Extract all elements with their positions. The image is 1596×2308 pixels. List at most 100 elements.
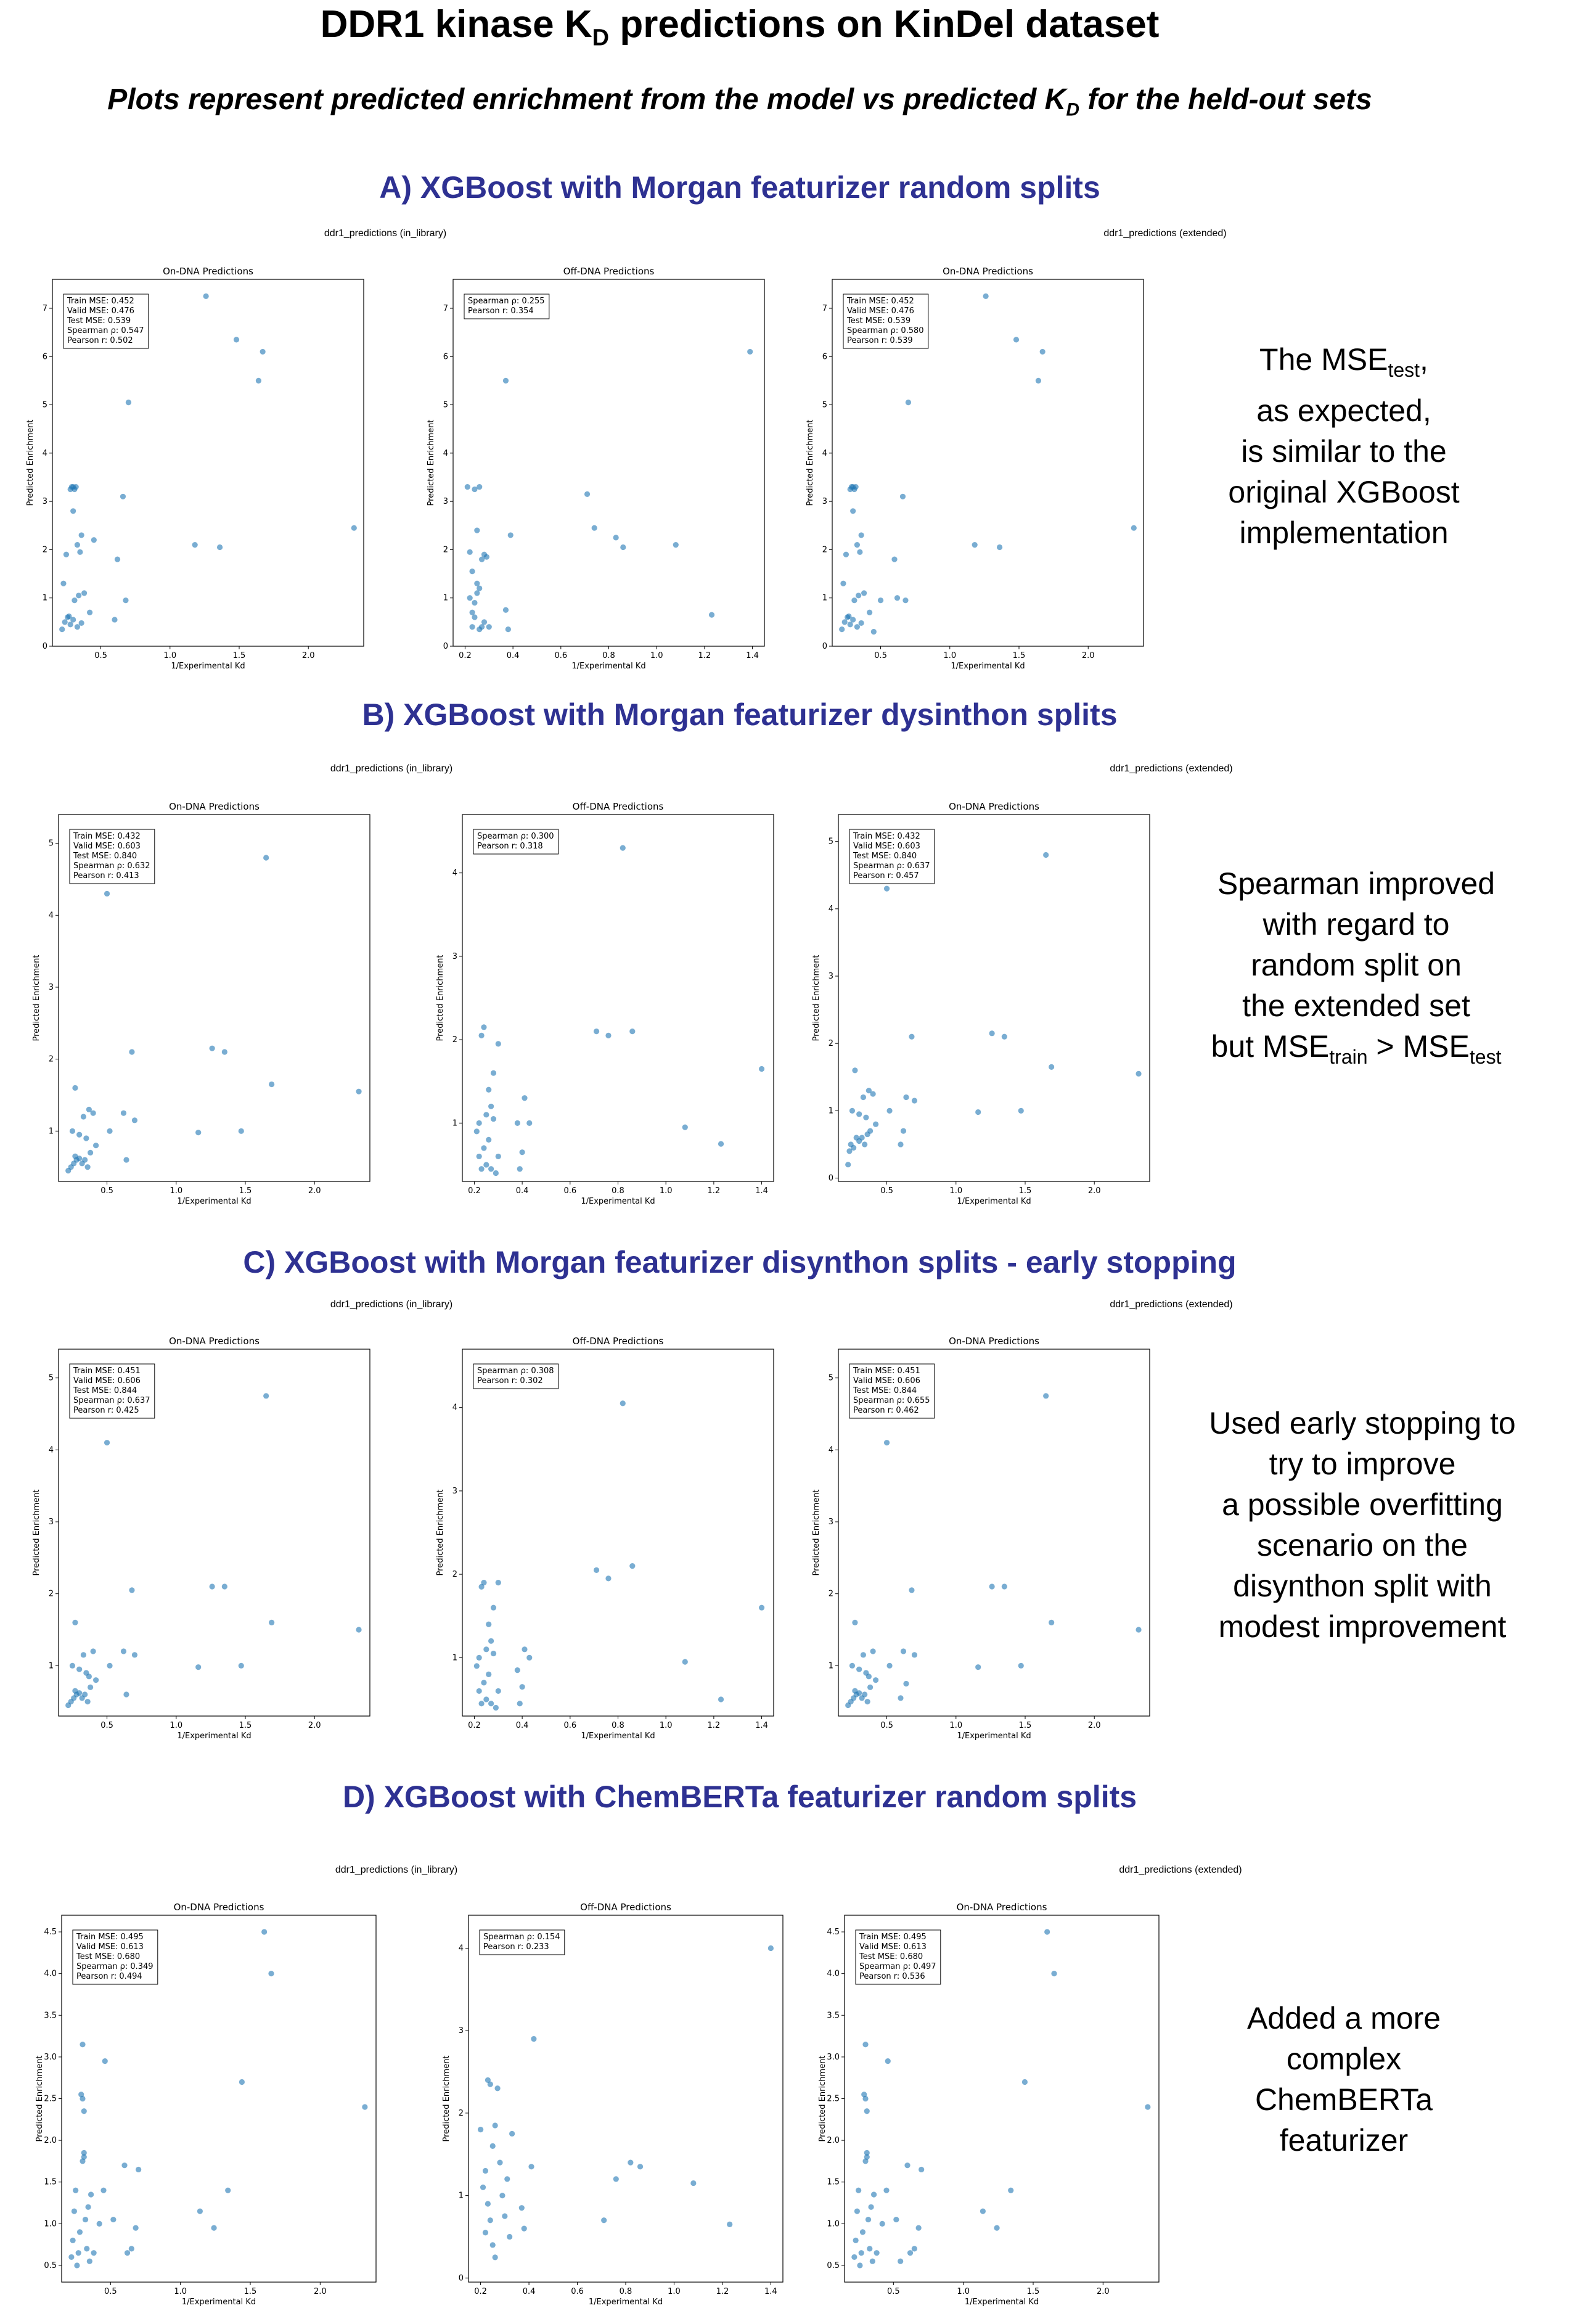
data-point [478, 2127, 484, 2133]
section-title-a: A) XGBoost with Morgan featurizer random… [379, 170, 1100, 205]
data-point [464, 484, 470, 490]
x-tick-label: 2.0 [1088, 1721, 1101, 1730]
data-point [871, 2191, 877, 2198]
x-axis-label: 1/Experimental Kd [581, 1731, 655, 1741]
y-tick-label: 2 [829, 1590, 833, 1599]
y-tick-label: 6 [43, 352, 47, 361]
y-tick-label: 2 [822, 545, 827, 554]
data-point [76, 1156, 83, 1162]
x-axis-label: 1/Experimental Kd [177, 1197, 251, 1206]
data-point [110, 2216, 117, 2223]
data-point [123, 1157, 129, 1163]
data-point [474, 580, 480, 586]
data-point [862, 2042, 869, 2048]
data-point [853, 484, 859, 490]
data-point [356, 1088, 362, 1094]
y-tick-label: 7 [443, 304, 448, 313]
data-point [123, 598, 129, 604]
y-tick-label: 1.5 [44, 2178, 57, 2187]
x-tick-label: 2.0 [314, 2287, 327, 2296]
data-point [915, 2225, 922, 2231]
scatter-panel-c-on-dna-extended: On-DNA Predictions 0.5 1.0 1.5 2.0 1 2 3 4 5 1/Exp… [812, 1336, 1150, 1741]
data-point [846, 1148, 853, 1154]
data-point [526, 1654, 533, 1661]
data-point [601, 2217, 607, 2224]
x-tick-label: 0.2 [459, 651, 472, 660]
y-axis-label: Predicted Enrichment [427, 420, 436, 506]
y-axis-label: Predicted Enrichment [812, 1490, 821, 1576]
data-point [975, 1109, 981, 1115]
data-point [886, 1662, 893, 1669]
scatter-panel-b-off-dna: Off-DNA Predictions 0.2 0.4 0.6 0.8 1.0 1.2 1.4… [436, 801, 774, 1206]
data-point [865, 2216, 872, 2223]
data-point [486, 1086, 492, 1093]
page-subtitle: Plots represent predicted enrichment fro… [107, 83, 1372, 120]
y-tick-label: 5 [829, 837, 833, 847]
data-point [481, 1145, 487, 1151]
data-point [93, 1143, 99, 1149]
data-point [758, 1066, 765, 1072]
panel-title: On-DNA Predictions [949, 1336, 1039, 1347]
data-point [861, 590, 867, 596]
metrics-line: Spearman ρ: 0.308 [477, 1366, 554, 1376]
y-tick-label: 1 [49, 1661, 54, 1670]
data-point [68, 2254, 75, 2261]
x-tick-label: 0.6 [554, 651, 567, 660]
x-tick-label: 2.0 [1082, 651, 1095, 660]
data-point [519, 1149, 525, 1156]
data-point [905, 400, 912, 406]
data-point [477, 626, 483, 633]
y-axis-label: Predicted Enrichment [806, 420, 815, 506]
data-point [902, 598, 909, 604]
data-point [891, 556, 898, 562]
data-point [486, 1621, 492, 1627]
data-point [73, 484, 79, 490]
data-point [480, 2184, 486, 2190]
x-tick-label: 0.5 [100, 1721, 113, 1730]
data-point [131, 1652, 138, 1658]
metrics-line: Spearman ρ: 0.655 [853, 1396, 930, 1405]
metrics-line: Test MSE: 0.539 [67, 316, 131, 326]
data-point [972, 541, 978, 548]
data-point [898, 2258, 904, 2264]
data-point [1145, 2104, 1151, 2110]
y-tick-label: 3 [829, 972, 833, 981]
data-point [487, 2081, 493, 2087]
metrics-line: Train MSE: 0.452 [846, 297, 914, 306]
data-point [486, 1136, 492, 1143]
y-tick-label: 1.5 [827, 2178, 840, 2187]
data-point [877, 598, 884, 604]
panel-title: Off-DNA Predictions [580, 1902, 671, 1913]
y-tick-label: 4 [452, 869, 457, 878]
y-tick-label: 3.0 [44, 2053, 57, 2062]
data-point [59, 626, 65, 633]
data-point [82, 1157, 88, 1163]
data-point [866, 1088, 872, 1094]
x-tick-label: 2.0 [1088, 1186, 1101, 1196]
data-point [907, 2250, 914, 2256]
data-point [467, 595, 473, 601]
y-tick-label: 1 [43, 594, 47, 603]
data-point [899, 493, 906, 499]
data-point [864, 2154, 870, 2160]
data-point [351, 525, 357, 531]
y-tick-label: 4.5 [827, 1928, 840, 1937]
y-tick-label: 3 [459, 2026, 464, 2035]
data-point [852, 1067, 858, 1074]
data-point [492, 2122, 498, 2129]
x-axis-label: 1/Experimental Kd [171, 662, 245, 671]
data-point [862, 1691, 868, 1698]
data-point [620, 544, 626, 551]
data-point [886, 1107, 893, 1114]
data-point [841, 619, 848, 625]
x-tick-label: 1.0 [170, 1721, 182, 1730]
section-title-d: D) XGBoost with ChemBERTa featurizer ran… [342, 1780, 1137, 1814]
data-point [82, 2216, 89, 2223]
data-point [76, 1131, 83, 1138]
data-point [86, 1674, 92, 1680]
y-tick-label: 7 [43, 304, 47, 313]
data-point [1021, 2079, 1028, 2085]
data-point [121, 2162, 128, 2169]
data-point [479, 556, 485, 562]
figure-title-in-library-c: ddr1_predictions (in_library) [330, 1299, 453, 1310]
